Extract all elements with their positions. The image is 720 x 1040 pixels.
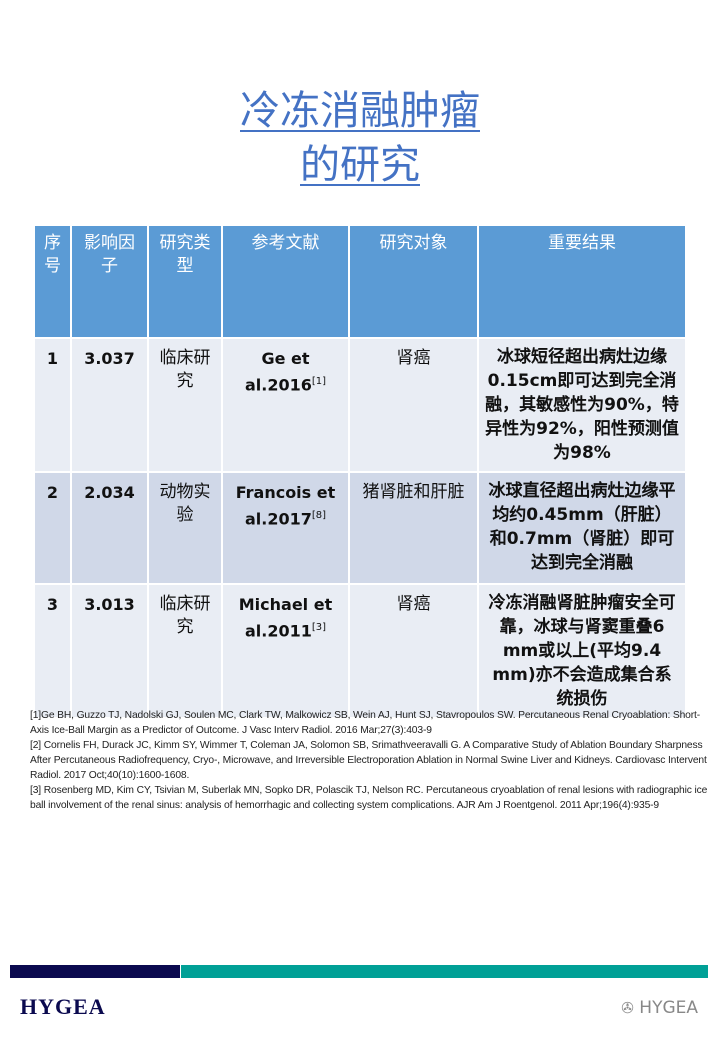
references: [1]Ge BH, Guzzo TJ, Nadolski GJ, Soulen …	[30, 708, 710, 813]
cell-reference: Francois et al.2017[8]	[221, 471, 350, 585]
wechat-icon: ✇	[621, 999, 634, 1017]
watermark-text: HYGEA	[639, 998, 698, 1018]
reference-citation: [8]	[311, 510, 327, 521]
cell-impact-factor: 3.037	[70, 337, 149, 473]
cell-subject: 肾癌	[348, 337, 479, 473]
cell-no: 3	[33, 583, 72, 719]
cell-no: 2	[33, 471, 72, 585]
cell-reference: Ge et al.2016[1]	[221, 337, 350, 473]
cell-result: 冰球短径超出病灶边缘0.15cm即可达到完全消融，其敏感性为90%，特异性为92…	[477, 337, 687, 473]
table-header-row: 序号 影响因子 研究类型 参考文献 研究对象 重要结果	[33, 224, 687, 339]
title-line-1: 冷冻消融肿瘤	[240, 88, 480, 134]
reference-text: Michael et al.2011	[238, 595, 333, 641]
footer-bar-dark	[10, 965, 180, 978]
study-table: 序号 影响因子 研究类型 参考文献 研究对象 重要结果 1 3.037 临床研究…	[33, 224, 687, 719]
watermark: ✇ HYGEA	[621, 998, 698, 1018]
reference-3: [3] Rosenberg MD, Kim CY, Tsivian M, Sub…	[30, 785, 708, 811]
table-row: 3 3.013 临床研究 Michael et al.2011[3] 肾癌 冷冻…	[33, 583, 687, 719]
reference-citation: [1]	[311, 376, 327, 387]
header-impact-factor: 影响因子	[70, 224, 149, 339]
footer-bar-teal	[181, 965, 708, 978]
cell-study-type: 临床研究	[147, 337, 223, 473]
header-subject: 研究对象	[348, 224, 479, 339]
hygea-logo: HYGEA	[20, 994, 106, 1019]
cell-study-type: 临床研究	[147, 583, 223, 719]
cell-no: 1	[33, 337, 72, 473]
title-line-2: 的研究	[300, 142, 420, 188]
reference-1: [1]Ge BH, Guzzo TJ, Nadolski GJ, Soulen …	[30, 710, 701, 736]
table-row: 1 3.037 临床研究 Ge et al.2016[1] 肾癌 冰球短径超出病…	[33, 337, 687, 473]
table-row: 2 2.034 动物实验 Francois et al.2017[8] 猪肾脏和…	[33, 471, 687, 585]
header-reference: 参考文献	[221, 224, 350, 339]
cell-subject: 猪肾脏和肝脏	[348, 471, 479, 585]
cell-impact-factor: 2.034	[70, 471, 149, 585]
cell-impact-factor: 3.013	[70, 583, 149, 719]
reference-citation: [3]	[311, 622, 327, 633]
cell-study-type: 动物实验	[147, 471, 223, 585]
cell-result: 冰球直径超出病灶边缘平均约0.45mm（肝脏）和0.7mm（肾脏）即可达到完全消…	[477, 471, 687, 585]
reference-2: [2] Cornelis FH, Durack JC, Kimm SY, Wim…	[30, 740, 707, 781]
header-result: 重要结果	[477, 224, 687, 339]
cell-reference: Michael et al.2011[3]	[221, 583, 350, 719]
reference-text: Francois et al.2017	[235, 483, 336, 529]
page-title: 冷冻消融肿瘤 的研究	[0, 84, 720, 192]
cell-subject: 肾癌	[348, 583, 479, 719]
header-no: 序号	[33, 224, 72, 339]
reference-text: Ge et al.2016	[244, 349, 312, 395]
header-study-type: 研究类型	[147, 224, 223, 339]
cell-result: 冷冻消融肾脏肿瘤安全可靠，冰球与肾窦重叠6 mm或以上(平均9.4 mm)亦不会…	[477, 583, 687, 719]
